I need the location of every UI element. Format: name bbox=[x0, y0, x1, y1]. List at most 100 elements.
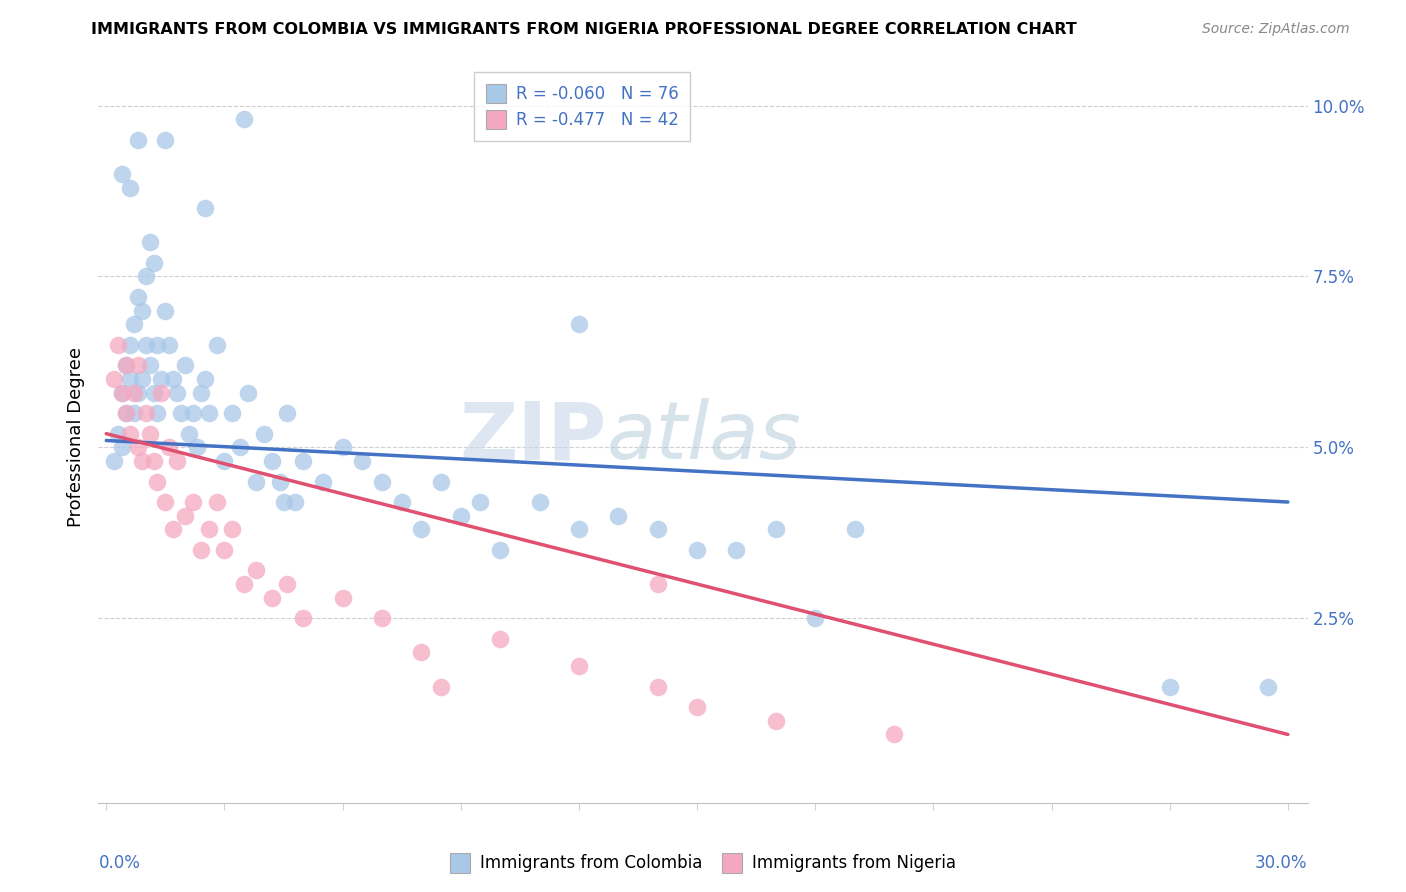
Text: Source: ZipAtlas.com: Source: ZipAtlas.com bbox=[1202, 22, 1350, 37]
Point bbox=[194, 201, 217, 215]
Point bbox=[138, 426, 160, 441]
Point bbox=[430, 680, 453, 694]
Legend: Immigrants from Colombia, Immigrants from Nigeria: Immigrants from Colombia, Immigrants fro… bbox=[443, 847, 963, 880]
Point bbox=[391, 495, 413, 509]
Legend: R = -0.060   N = 76, R = -0.477   N = 42: R = -0.060 N = 76, R = -0.477 N = 42 bbox=[474, 72, 690, 141]
Point bbox=[186, 440, 208, 454]
Point bbox=[115, 359, 138, 373]
Point bbox=[470, 495, 492, 509]
Point bbox=[166, 385, 188, 400]
Point bbox=[371, 475, 394, 489]
Point bbox=[174, 359, 197, 373]
Y-axis label: Professional Degree: Professional Degree bbox=[66, 347, 84, 527]
Point bbox=[276, 577, 298, 591]
Point bbox=[138, 235, 160, 250]
Point bbox=[146, 406, 169, 420]
Point bbox=[214, 454, 236, 468]
Point bbox=[135, 338, 157, 352]
Point bbox=[162, 522, 184, 536]
Point bbox=[233, 577, 256, 591]
Point bbox=[607, 508, 630, 523]
Text: 0.0%: 0.0% bbox=[98, 854, 141, 872]
Point bbox=[181, 495, 204, 509]
Point bbox=[115, 359, 138, 373]
Point bbox=[236, 385, 259, 400]
Point bbox=[115, 406, 138, 420]
Point bbox=[181, 406, 204, 420]
Point bbox=[146, 475, 169, 489]
Point bbox=[142, 454, 165, 468]
Point bbox=[647, 680, 669, 694]
Point bbox=[260, 591, 283, 605]
Point bbox=[221, 406, 243, 420]
Point bbox=[284, 495, 307, 509]
Point bbox=[253, 426, 276, 441]
Point bbox=[157, 440, 180, 454]
Point bbox=[647, 577, 669, 591]
Point bbox=[804, 611, 827, 625]
Point bbox=[111, 385, 134, 400]
Point bbox=[411, 645, 433, 659]
Point bbox=[162, 372, 184, 386]
Point bbox=[146, 338, 169, 352]
Point bbox=[214, 542, 236, 557]
Point bbox=[107, 338, 129, 352]
Point bbox=[269, 475, 291, 489]
Point bbox=[155, 133, 177, 147]
Point bbox=[127, 359, 149, 373]
Point bbox=[142, 385, 165, 400]
Point bbox=[686, 700, 709, 714]
Point bbox=[371, 611, 394, 625]
Point bbox=[127, 290, 149, 304]
Point bbox=[122, 385, 145, 400]
Point bbox=[150, 372, 173, 386]
Point bbox=[107, 426, 129, 441]
Point bbox=[177, 426, 200, 441]
Point bbox=[1159, 680, 1181, 694]
Point bbox=[245, 475, 267, 489]
Point bbox=[352, 454, 374, 468]
Point bbox=[568, 318, 591, 332]
Point bbox=[190, 385, 212, 400]
Text: atlas: atlas bbox=[606, 398, 801, 476]
Point bbox=[725, 542, 748, 557]
Point bbox=[138, 359, 160, 373]
Point bbox=[131, 372, 153, 386]
Point bbox=[221, 522, 243, 536]
Point bbox=[332, 591, 354, 605]
Point bbox=[135, 269, 157, 284]
Point bbox=[135, 406, 157, 420]
Point bbox=[170, 406, 193, 420]
Point bbox=[127, 385, 149, 400]
Point bbox=[686, 542, 709, 557]
Point bbox=[411, 522, 433, 536]
Point bbox=[568, 522, 591, 536]
Point bbox=[118, 372, 141, 386]
Point bbox=[1257, 680, 1279, 694]
Point bbox=[205, 338, 228, 352]
Point bbox=[194, 372, 217, 386]
Point bbox=[489, 542, 512, 557]
Text: ZIP: ZIP bbox=[458, 398, 606, 476]
Point bbox=[450, 508, 472, 523]
Text: 30.0%: 30.0% bbox=[1256, 854, 1308, 872]
Point bbox=[276, 406, 298, 420]
Point bbox=[844, 522, 866, 536]
Point bbox=[111, 440, 134, 454]
Point bbox=[118, 426, 141, 441]
Point bbox=[103, 372, 125, 386]
Point bbox=[157, 338, 180, 352]
Point bbox=[103, 454, 125, 468]
Point bbox=[174, 508, 197, 523]
Point bbox=[155, 303, 177, 318]
Point bbox=[260, 454, 283, 468]
Point bbox=[332, 440, 354, 454]
Point bbox=[197, 406, 219, 420]
Point bbox=[245, 563, 267, 577]
Point bbox=[142, 256, 165, 270]
Point bbox=[118, 180, 141, 194]
Point bbox=[233, 112, 256, 127]
Point bbox=[115, 406, 138, 420]
Point bbox=[155, 495, 177, 509]
Point bbox=[765, 714, 787, 728]
